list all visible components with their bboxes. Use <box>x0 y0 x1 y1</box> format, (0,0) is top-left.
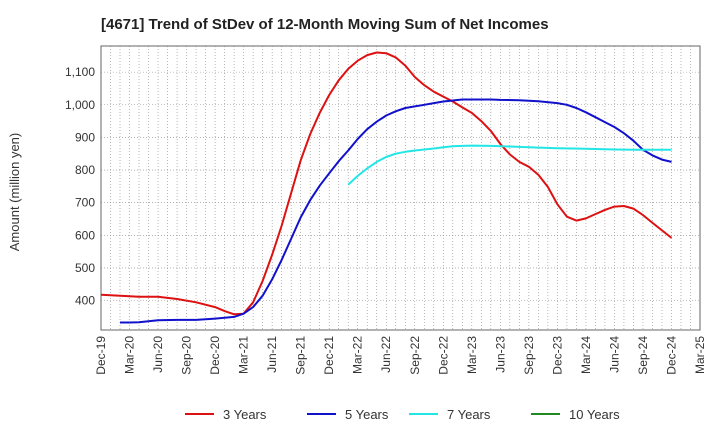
x-tick-label: Sep-21 <box>294 336 308 375</box>
y-tick-label: 1,000 <box>65 98 95 112</box>
series-line-7-years <box>347 144 672 186</box>
x-tick-labels: Dec-19 Mar-20 Jun-20 Sep-20 Dec-20 Mar-21 Jun-… <box>94 336 707 375</box>
series-lines <box>100 51 673 324</box>
legend-label-7-years: 7 Years <box>447 407 491 422</box>
legend: 3 Years 5 Years 7 Years 10 Years <box>185 407 620 422</box>
legend-label-10-years: 10 Years <box>569 407 620 422</box>
x-tick-label: Jun-20 <box>151 336 165 373</box>
x-tick-label: Mar-25 <box>693 336 707 374</box>
x-tick-label: Jun-24 <box>607 336 621 373</box>
y-tick-label: 500 <box>75 261 95 275</box>
y-axis-title: Amount (million yen) <box>7 133 22 252</box>
x-tick-label: Sep-24 <box>636 336 650 375</box>
chart-title: [4671] Trend of StDev of 12-Month Moving… <box>101 16 549 33</box>
x-tick-label: Mar-22 <box>351 336 365 374</box>
x-tick-label: Dec-19 <box>94 336 108 375</box>
x-tick-label: Sep-22 <box>408 336 422 375</box>
grid <box>100 46 701 330</box>
y-tick-label: 800 <box>75 163 95 177</box>
y-tick-label: 900 <box>75 130 95 144</box>
x-tick-label: Jun-21 <box>265 336 279 373</box>
legend-label-5-years: 5 Years <box>345 407 389 422</box>
y-tick-label: 400 <box>75 294 95 308</box>
x-tick-label: Dec-20 <box>208 336 222 375</box>
x-tick-label: Mar-20 <box>123 336 137 374</box>
x-tick-label: Dec-24 <box>664 336 678 375</box>
x-tick-label: Mar-24 <box>579 336 593 374</box>
x-tick-label: Dec-22 <box>436 336 450 375</box>
y-tick-label: 700 <box>75 196 95 210</box>
x-tick-label: Jun-22 <box>379 336 393 373</box>
x-tick-label: Sep-20 <box>180 336 194 375</box>
axes <box>100 45 701 331</box>
x-tick-label: Mar-21 <box>237 336 251 374</box>
x-tick-label: Sep-23 <box>522 336 536 375</box>
x-tick-label: Dec-23 <box>550 336 564 375</box>
x-tick-label: Dec-21 <box>322 336 336 375</box>
y-tick-label: 1,100 <box>65 65 95 79</box>
y-tick-label: 600 <box>75 228 95 242</box>
legend-label-3-years: 3 Years <box>223 407 267 422</box>
plot-frame <box>100 45 701 331</box>
x-tick-label: Jun-23 <box>493 336 507 373</box>
series-line-5-years <box>120 98 672 324</box>
x-tick-label: Mar-23 <box>465 336 479 374</box>
y-tick-labels: 400 500 600 700 800 900 1,000 1,100 <box>65 65 95 308</box>
